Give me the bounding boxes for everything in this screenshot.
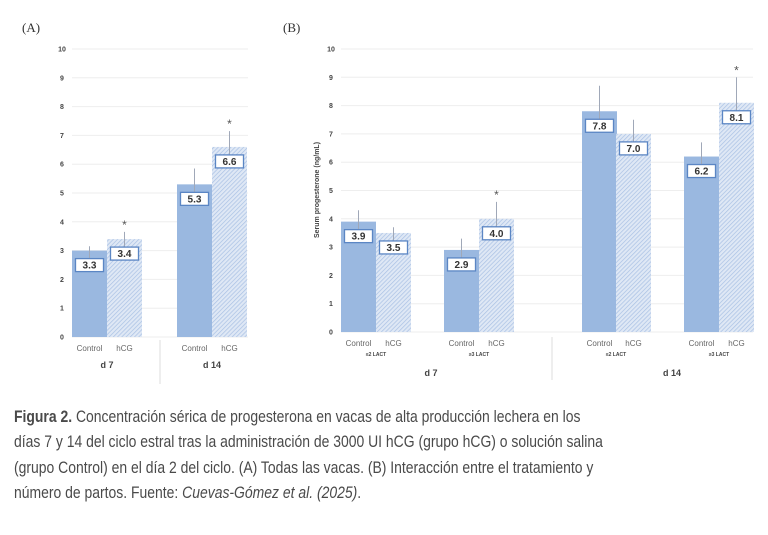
category-label: hCG — [488, 339, 504, 348]
y-tick-label: 8 — [60, 104, 64, 111]
y-tick-label: 5 — [329, 188, 333, 195]
data-label-box — [584, 118, 615, 133]
group-label: d 14 — [203, 360, 221, 370]
y-tick-label: 3 — [60, 248, 64, 255]
data-label: 2.9 — [455, 260, 469, 271]
y-tick-label: 2 — [60, 277, 64, 284]
caption-line-4: número de partos. Fuente: — [14, 482, 183, 502]
data-label-box — [74, 257, 105, 273]
y-tick-label: 6 — [60, 162, 64, 169]
y-tick-label: 7 — [60, 133, 64, 140]
data-label: 6.2 — [695, 167, 709, 178]
caption-figure-label: Figura 2. — [14, 407, 73, 426]
significance-marker: * — [734, 63, 739, 77]
y-tick-label: 1 — [60, 306, 64, 313]
y-tick-label: 5 — [60, 191, 64, 198]
y-tick-label: 4 — [329, 216, 333, 223]
data-label-box — [179, 191, 210, 207]
chart-b: 0 1 2 3 4 5 6 7 8 9 10 Serum progesterone (ng/mL) 3.… — [314, 47, 754, 380]
category-label: Control — [689, 339, 715, 348]
y-axis-title: Serum progesterone (ng/mL) — [314, 142, 321, 238]
significance-marker: * — [122, 218, 127, 232]
y-tick-label: 9 — [329, 75, 333, 82]
caption-line-1: Concentración sérica de progesterona en … — [72, 407, 581, 426]
y-tick-label: 0 — [60, 335, 64, 342]
y-tick-label: 9 — [60, 75, 64, 82]
y-tick-label: 8 — [329, 103, 333, 110]
category-label: hCG — [116, 344, 132, 353]
subgroup-label: ≤2 LACT — [366, 352, 386, 358]
data-label-box — [214, 154, 245, 169]
subgroup-label: ≤2 LACT — [606, 352, 626, 358]
panel-label-a: (A) — [22, 20, 40, 35]
significance-marker: * — [227, 117, 232, 131]
data-label: 6.6 — [223, 157, 237, 168]
data-label: 5.3 — [188, 194, 202, 205]
y-tick-label: 10 — [327, 47, 335, 54]
y-tick-label: 1 — [329, 301, 333, 308]
group-label: d 14 — [663, 368, 681, 378]
data-label-box — [109, 246, 140, 261]
caption-line-3: (grupo Control) en el día 2 del ciclo. (… — [14, 457, 594, 477]
y-tick-label: 6 — [329, 160, 333, 167]
data-label: 8.1 — [730, 113, 744, 124]
y-tick-label: 2 — [329, 273, 333, 280]
category-label: hCG — [385, 339, 401, 348]
data-label-box — [343, 228, 374, 244]
data-label-box — [446, 257, 477, 272]
bar-hcg — [719, 102, 754, 333]
bar-control — [177, 184, 212, 337]
bar-control — [582, 111, 617, 332]
category-label: Control — [587, 339, 613, 348]
data-label: 7.0 — [627, 144, 641, 155]
y-tick-label: 0 — [329, 330, 333, 337]
bar-control — [684, 156, 719, 332]
caption-line-4-end: . — [357, 482, 362, 502]
data-label-box — [686, 163, 717, 179]
data-label-box — [618, 141, 649, 156]
y-tick-label: 4 — [60, 219, 64, 226]
data-label: 4.0 — [490, 229, 504, 240]
bar-hcg — [212, 146, 247, 337]
group-label: d 7 — [424, 368, 437, 378]
category-label: hCG — [625, 339, 641, 348]
data-label-box — [481, 226, 512, 241]
data-label: 3.4 — [118, 249, 132, 260]
subgroup-label: ≥3 LACT — [709, 352, 729, 358]
y-tick-label: 10 — [58, 47, 66, 54]
category-label: Control — [182, 344, 208, 353]
panel-label-b: (B) — [283, 20, 300, 35]
y-tick-label: 3 — [329, 245, 333, 252]
category-label: Control — [77, 344, 103, 353]
category-label: hCG — [728, 339, 744, 348]
data-label: 3.9 — [352, 232, 366, 243]
y-tick-label: 7 — [329, 131, 333, 138]
caption-source: Cuevas-Gómez et al. (2025) — [182, 482, 358, 502]
data-label-box — [721, 110, 752, 125]
category-label: hCG — [221, 344, 237, 353]
data-label: 7.8 — [593, 121, 607, 132]
bar-hcg — [616, 133, 651, 332]
subgroup-label: ≥3 LACT — [469, 352, 489, 358]
group-label: d 7 — [100, 360, 113, 370]
category-label: Control — [449, 339, 475, 348]
data-label: 3.3 — [83, 261, 97, 272]
category-label: Control — [346, 339, 372, 348]
figure-caption: Figura 2. Concentración sérica de proges… — [14, 404, 732, 505]
caption-line-2: días 7 y 14 del ciclo estral tras la adm… — [14, 432, 603, 452]
data-label-box — [378, 240, 409, 255]
data-label: 3.5 — [387, 243, 401, 254]
significance-marker: * — [494, 188, 499, 202]
